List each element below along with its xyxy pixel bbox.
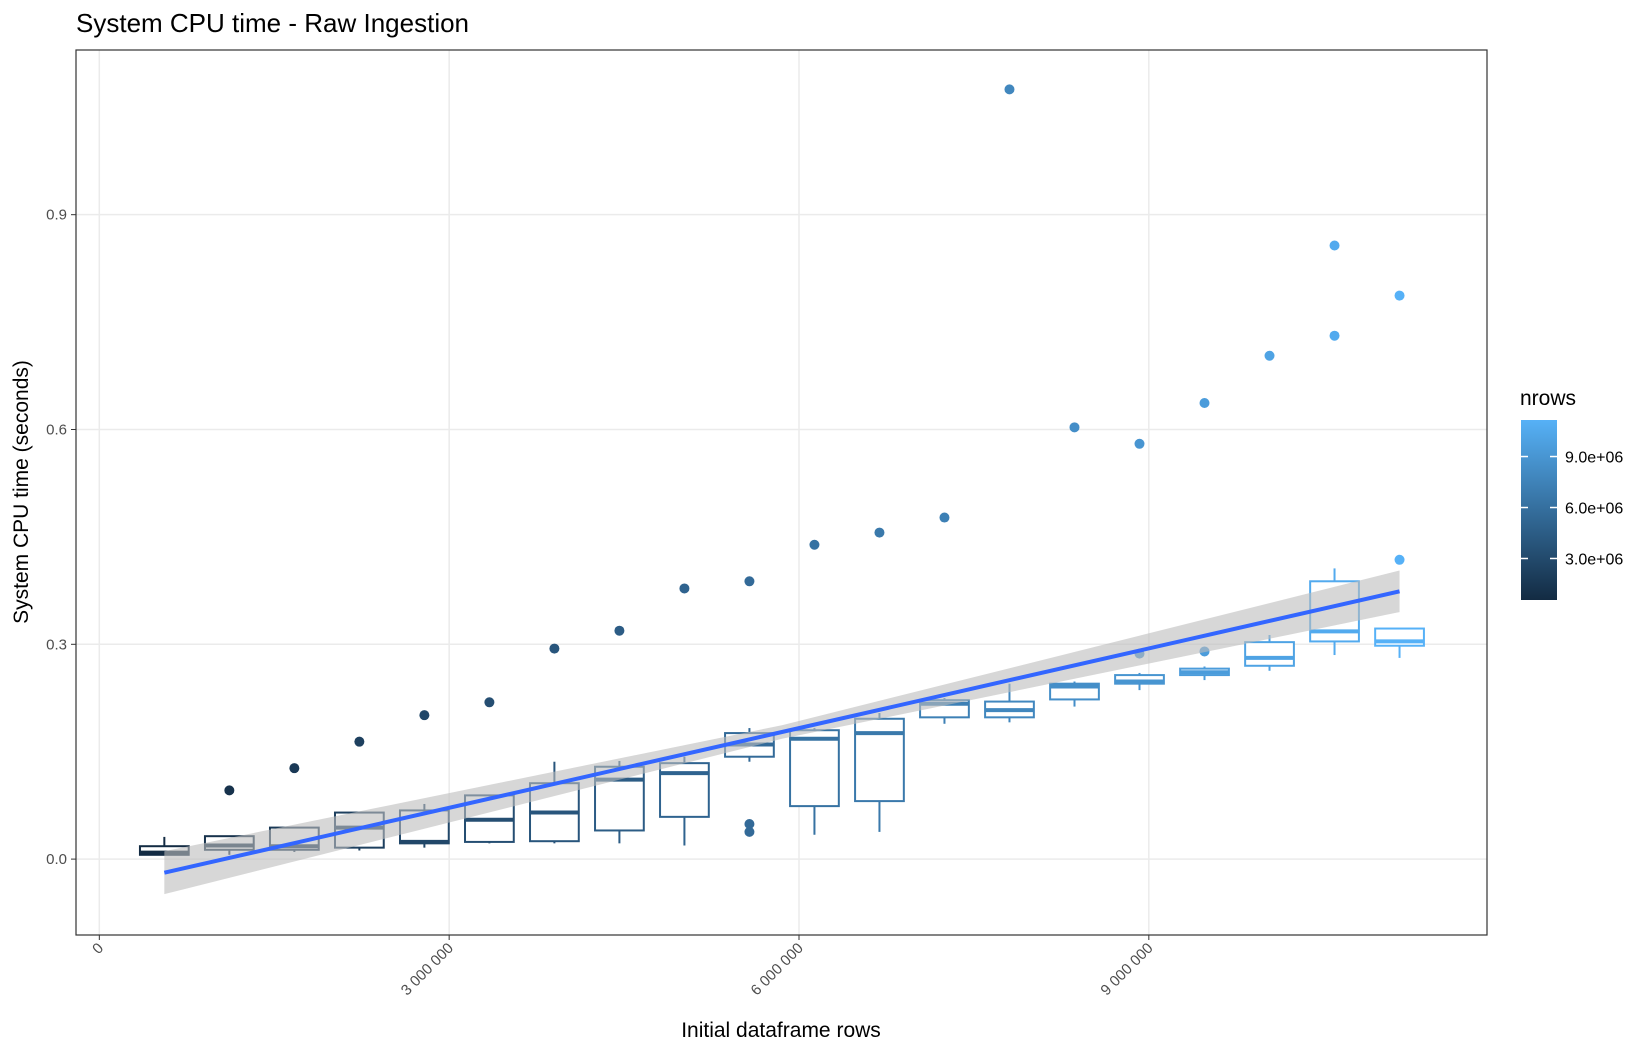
outlier [1394, 290, 1405, 301]
outlier [289, 763, 300, 774]
outlier [744, 819, 755, 830]
outlier [419, 710, 430, 721]
outlier [1394, 554, 1405, 565]
outlier [1264, 350, 1275, 361]
y-tick-label: 0.3 [46, 636, 67, 653]
y-tick-label: 0.0 [46, 851, 67, 868]
outlier [1004, 84, 1015, 95]
plot-border [75, 49, 1488, 936]
outlier [809, 539, 820, 550]
box [1049, 422, 1100, 707]
box [984, 84, 1035, 723]
outlier [744, 826, 755, 837]
outlier [939, 512, 950, 523]
legend-title: nrows [1520, 387, 1576, 410]
fit-line [163, 589, 1400, 875]
outlier [679, 583, 690, 594]
box-body [1114, 674, 1165, 685]
x-axis-label: Initial dataframe rows [681, 1019, 881, 1042]
chart-title: System CPU time - Raw Ingestion [76, 8, 469, 38]
x-tick-label: 3 000 000 [398, 940, 457, 999]
outlier [1069, 422, 1080, 433]
outlier [1329, 330, 1340, 341]
box [659, 583, 710, 846]
outlier [744, 576, 755, 587]
legend-label: 6.0e+06 [1565, 501, 1623, 518]
legend-label: 3.0e+06 [1565, 551, 1623, 568]
outlier [224, 785, 235, 796]
outlier [1134, 438, 1145, 449]
y-tick-label: 0.9 [46, 207, 67, 224]
colorbar [1521, 420, 1557, 600]
x-tick-label: 6 000 000 [748, 940, 807, 999]
box [1374, 290, 1425, 658]
outlier [484, 697, 495, 708]
outlier [1329, 240, 1340, 251]
outlier [614, 625, 625, 636]
y-tick-label: 0.6 [46, 421, 67, 438]
x-tick-label: 0 [89, 940, 107, 958]
box-body [789, 729, 840, 808]
outlier [354, 736, 365, 747]
outlier [549, 643, 560, 654]
plot-background [76, 50, 1487, 935]
box-body [1244, 641, 1295, 667]
legend-label: 9.0e+06 [1565, 450, 1623, 467]
box [789, 539, 840, 835]
y-axis-label: System CPU time (seconds) [10, 360, 33, 624]
x-tick-label: 9 000 000 [1097, 940, 1156, 999]
outlier [1199, 397, 1210, 408]
outlier [874, 527, 885, 538]
box [1244, 350, 1295, 671]
